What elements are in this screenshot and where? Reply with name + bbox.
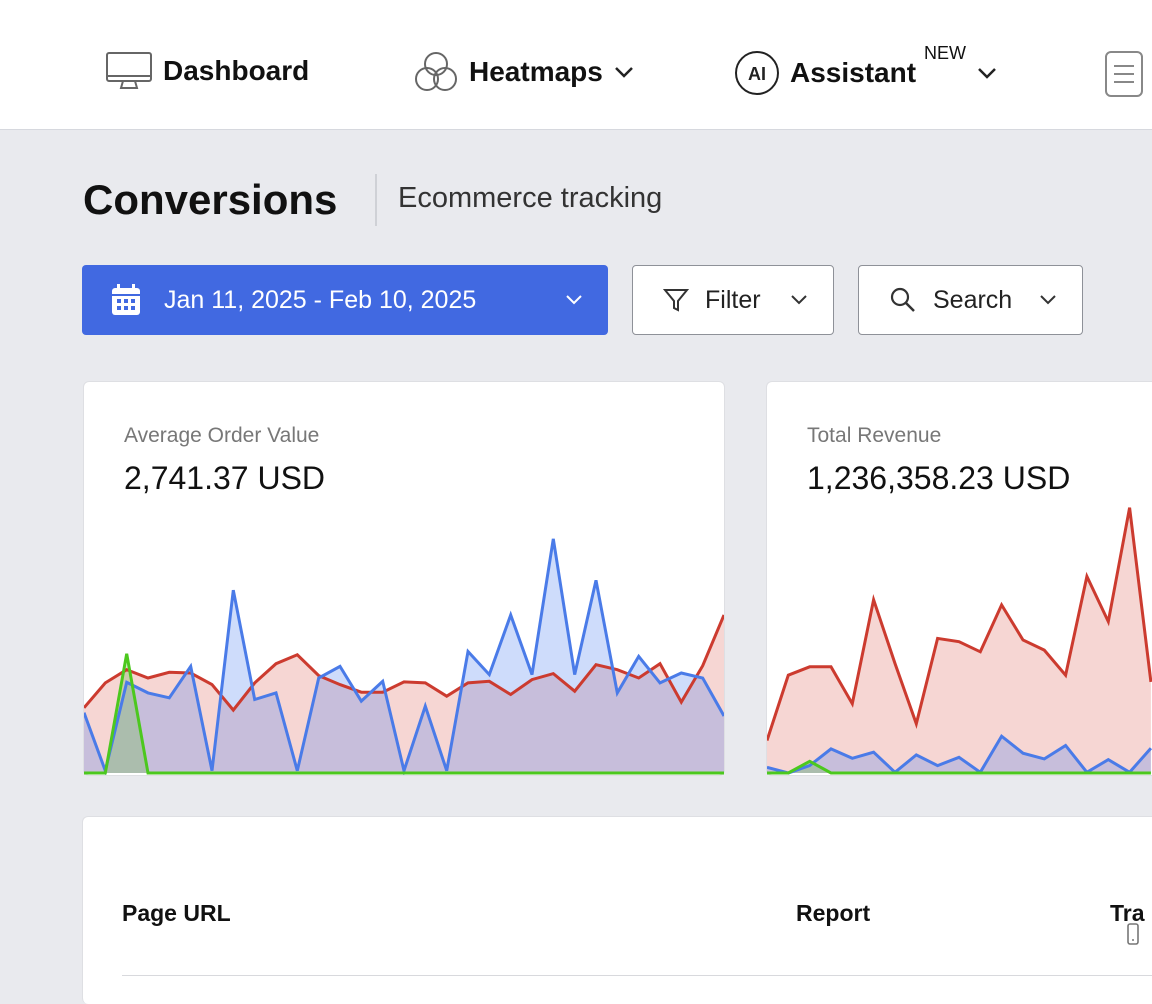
red-series-area — [767, 507, 1151, 773]
blue-series-area — [767, 736, 1151, 773]
pages-table — [82, 816, 1152, 1004]
chevron-down-icon — [1040, 295, 1056, 305]
blue-series-line — [84, 538, 724, 775]
new-badge: NEW — [924, 42, 967, 63]
table-header-divider — [122, 975, 1152, 976]
average-order-value-card: Average Order Value 2,741.37 USD — [83, 381, 725, 776]
search-label: Search — [933, 285, 1013, 314]
filter-label: Filter — [705, 285, 761, 314]
total-revenue-card: Total Revenue 1,236,358.23 USD — [766, 381, 1152, 776]
ai-icon-text: AI — [748, 64, 766, 84]
date-range-label: Jan 11, 2025 - Feb 10, 2025 — [164, 285, 477, 314]
red-series-line — [767, 507, 1152, 741]
card-value: 1,236,358.23 USD — [807, 460, 1071, 496]
monitor-icon — [106, 52, 152, 89]
calendar-icon — [112, 284, 140, 315]
card-label: Average Order Value — [124, 424, 320, 447]
nav-heatmaps-label: Heatmaps — [469, 56, 603, 87]
search-button[interactable]: Search — [858, 265, 1083, 335]
mobile-icon — [1127, 923, 1139, 945]
top-navigation: Dashboard Heatmaps AI Assistant NEW — [0, 0, 1152, 130]
card-label: Total Revenue — [807, 424, 942, 447]
page-title: Conversions — [83, 176, 338, 223]
nav-assistant[interactable]: AI Assistant NEW — [734, 43, 998, 96]
card-value: 2,741.37 USD — [124, 460, 326, 496]
column-header-traffic[interactable]: Tra — [1110, 900, 1145, 926]
ai-icon: AI — [735, 51, 779, 95]
nav-dashboard-label: Dashboard — [163, 55, 310, 86]
nav-heatmaps[interactable]: Heatmaps — [413, 50, 635, 94]
chevron-down-icon — [978, 68, 996, 79]
average-order-value-chart — [84, 538, 724, 775]
green-series-line — [84, 653, 724, 775]
heatmaps-icon — [415, 52, 457, 91]
title-divider — [375, 174, 377, 226]
document-icon — [1105, 51, 1143, 97]
column-header-report[interactable]: Report — [796, 900, 871, 926]
date-range-picker[interactable]: Jan 11, 2025 - Feb 10, 2025 — [82, 265, 608, 335]
page-subtitle: Ecommerce tracking — [398, 182, 663, 214]
nav-reports[interactable] — [1104, 50, 1144, 98]
nav-dashboard[interactable]: Dashboard — [105, 50, 309, 92]
chevron-down-icon — [614, 67, 633, 78]
column-header-page-url[interactable]: Page URL — [122, 900, 231, 926]
chevron-down-icon — [791, 295, 807, 305]
green-series-line — [767, 759, 1151, 775]
total-revenue-chart — [767, 507, 1152, 775]
nav-assistant-label: Assistant — [790, 57, 917, 88]
search-icon — [890, 287, 915, 312]
red-series-area — [84, 615, 724, 773]
filter-icon — [663, 289, 689, 312]
filter-button[interactable]: Filter — [632, 265, 834, 335]
green-series-area — [767, 761, 1151, 773]
chevron-down-icon — [566, 295, 582, 305]
blue-series-area — [84, 538, 724, 773]
